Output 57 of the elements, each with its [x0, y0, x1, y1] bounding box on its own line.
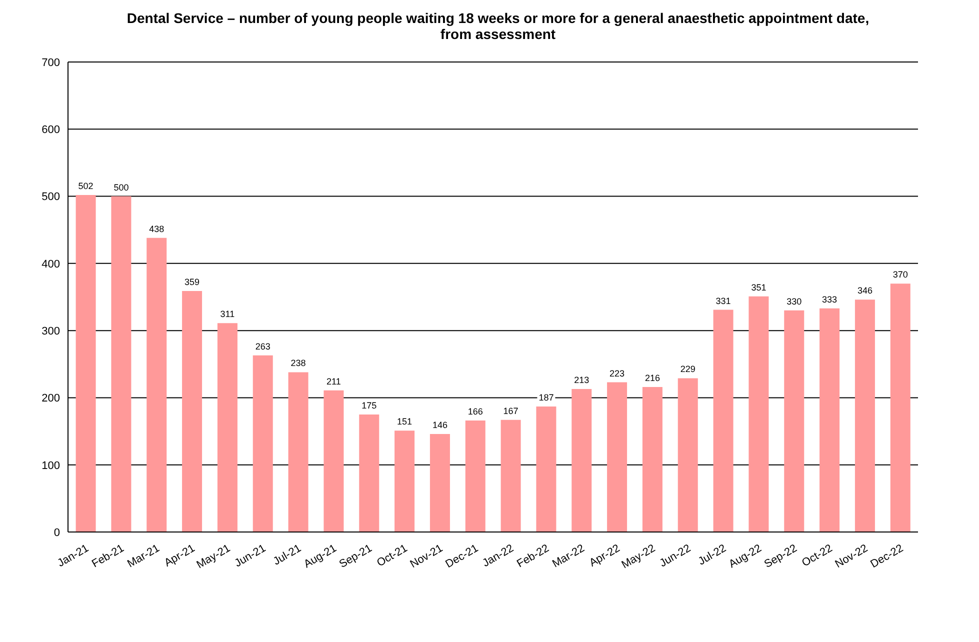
bar — [748, 296, 769, 532]
data-label: 187 — [538, 392, 554, 402]
data-label: 438 — [149, 224, 164, 234]
bar — [465, 420, 486, 532]
chart-title: Dental Service – number of young people waiting 18 weeks or more for a general anaesthetic appointment date, from assessment — [126, 10, 870, 42]
data-label: 500 — [114, 182, 129, 192]
bar — [820, 308, 840, 532]
data-label: 330 — [786, 296, 802, 306]
bar — [536, 406, 556, 532]
data-label: 216 — [644, 372, 660, 383]
data-label: 175 — [362, 400, 377, 410]
bar — [500, 420, 521, 532]
data-label: 502 — [78, 180, 94, 191]
data-label: 359 — [184, 276, 200, 287]
bar — [890, 284, 910, 532]
data-label: 211 — [326, 376, 341, 386]
data-label: 167 — [503, 406, 518, 416]
y-tick-label: 700 — [42, 56, 60, 69]
data-label: 229 — [680, 364, 696, 374]
y-tick-label: 0 — [54, 526, 60, 539]
bar — [642, 386, 662, 532]
y-tick-label: 500 — [42, 191, 60, 204]
data-label: 331 — [716, 296, 731, 306]
data-label: 146 — [432, 420, 448, 430]
bar — [607, 382, 628, 532]
bar — [784, 310, 804, 532]
bar — [359, 414, 380, 532]
bar — [678, 378, 698, 532]
data-label: 346 — [857, 286, 872, 296]
y-tick-label: 100 — [42, 460, 60, 472]
bar — [288, 372, 308, 532]
bar — [324, 390, 344, 532]
bar — [217, 323, 238, 532]
y-tick-label: 200 — [42, 392, 60, 405]
data-label: 223 — [610, 368, 625, 378]
bar — [76, 194, 96, 532]
y-tick-label: 600 — [42, 124, 60, 136]
data-label: 166 — [468, 406, 483, 417]
bar — [146, 238, 167, 532]
data-label: 238 — [290, 358, 306, 368]
bar — [182, 290, 202, 532]
data-label: 263 — [255, 341, 270, 352]
y-tick-label: 300 — [42, 325, 60, 338]
bar — [394, 430, 415, 532]
bar — [111, 196, 132, 532]
bar — [430, 434, 450, 532]
data-label: 370 — [892, 270, 908, 280]
data-label: 151 — [397, 416, 412, 427]
y-tick-label: 400 — [42, 258, 60, 270]
bar — [252, 355, 273, 532]
data-label: 311 — [220, 309, 235, 320]
data-label: 351 — [751, 282, 766, 292]
bar — [854, 300, 875, 532]
data-label: 213 — [574, 374, 590, 385]
bar — [713, 310, 734, 532]
bar — [572, 388, 592, 532]
data-label: 333 — [822, 294, 838, 304]
